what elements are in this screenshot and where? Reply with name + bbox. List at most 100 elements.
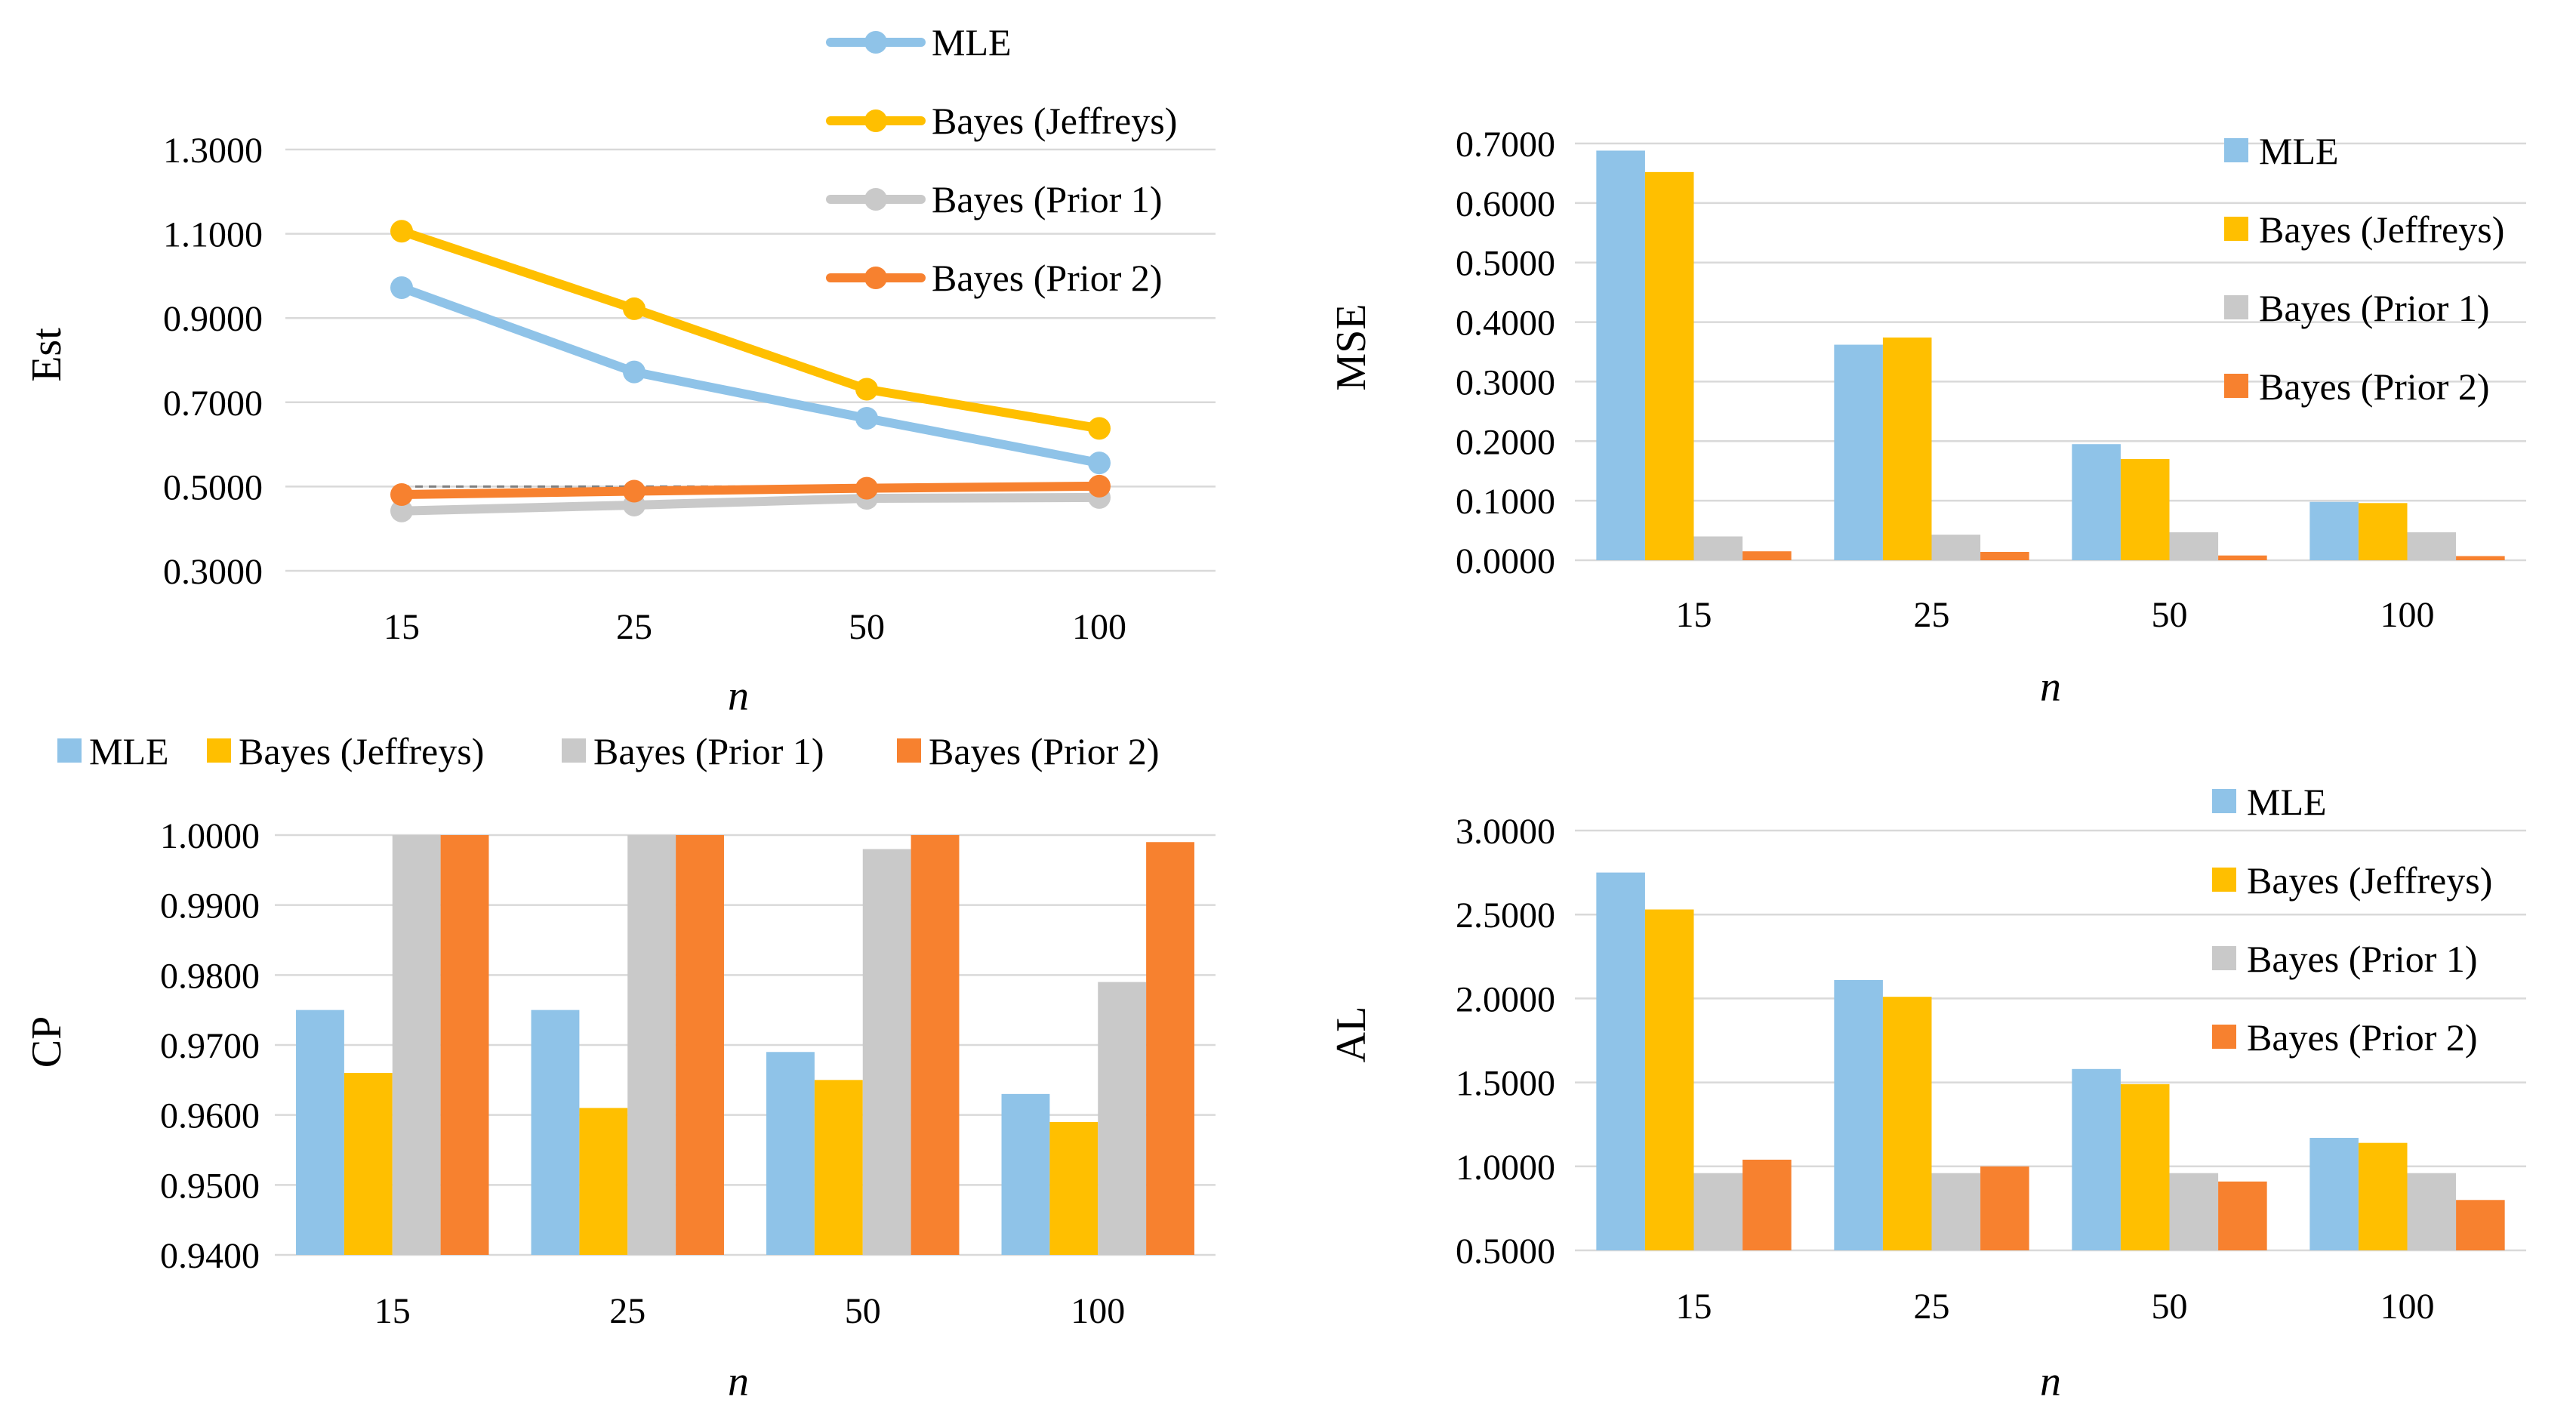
legend-swatch-prior1 xyxy=(2212,946,2236,970)
bar-prior1 xyxy=(2407,532,2457,560)
bar-prior1 xyxy=(2169,532,2219,560)
mse-y-tick-label: 0.2000 xyxy=(1456,422,1555,462)
cp-y-tick-label: 0.9800 xyxy=(160,956,260,996)
bar-prior2 xyxy=(1742,551,1792,560)
mse-gridlines xyxy=(1575,142,2526,562)
bar-prior1 xyxy=(1693,536,1743,560)
data-point-mle xyxy=(623,360,646,384)
legend-label-prior2: Bayes (Prior 2) xyxy=(2259,365,2490,408)
cp-x-tick-label: 50 xyxy=(845,1291,881,1331)
bar-mle xyxy=(531,1009,580,1255)
legend-label-mle: MLE xyxy=(932,21,1012,63)
bar-prior2 xyxy=(1980,1166,2029,1250)
mse-bars xyxy=(1596,150,2505,560)
legend-label-prior1: Bayes (Prior 1) xyxy=(2259,287,2490,329)
bar-jeffreys xyxy=(814,1080,863,1255)
legend-swatch-mle xyxy=(57,738,82,763)
est-y-axis-ticks: 0.3000 0.5000 0.7000 0.9000 1.1000 1.3000 xyxy=(163,131,263,592)
bar-jeffreys xyxy=(1049,1121,1098,1255)
mse-x-tick-label: 15 xyxy=(1676,595,1712,635)
bar-jeffreys xyxy=(1882,338,1932,560)
est-x-axis-title: n xyxy=(728,673,749,720)
al-x-axis-title: n xyxy=(2040,1358,2061,1405)
series-line-jeffreys xyxy=(397,227,1104,433)
bar-prior1 xyxy=(1098,982,1147,1255)
cp-bar-chart-panel: 0.9400 0.9500 0.9600 0.9700 0.9800 0.9900 1.00… xyxy=(23,730,1216,1405)
est-series-lines xyxy=(390,220,1111,522)
bar-mle xyxy=(2309,501,2359,560)
mse-y-tick-label: 0.7000 xyxy=(1456,125,1555,165)
bar-jeffreys xyxy=(2120,1083,2170,1250)
al-x-tick-label: 50 xyxy=(2152,1287,2188,1327)
mse-y-axis-title: MSE xyxy=(1328,304,1375,390)
legend-label-mle: MLE xyxy=(89,730,169,772)
bar-prior2 xyxy=(911,835,960,1255)
bar-jeffreys xyxy=(2358,503,2408,560)
mse-y-tick-label: 0.5000 xyxy=(1456,244,1555,284)
al-x-tick-label: 100 xyxy=(2380,1287,2435,1327)
cp-bars xyxy=(296,835,1194,1255)
cp-y-tick-label: 0.9400 xyxy=(160,1236,260,1276)
bar-mle xyxy=(296,1009,344,1255)
est-gridlines xyxy=(285,148,1216,572)
data-point-jeffreys xyxy=(855,378,878,401)
legend-label-mle: MLE xyxy=(2247,781,2327,823)
est-y-tick-label: 0.5000 xyxy=(163,467,263,507)
bar-prior1 xyxy=(392,835,441,1255)
bar-prior1 xyxy=(2407,1173,2457,1250)
bar-prior1 xyxy=(1931,1173,1981,1250)
al-x-axis-ticks: 15 25 50 100 xyxy=(1676,1287,2435,1327)
bar-mle xyxy=(1596,872,1645,1250)
legend-label-prior2: Bayes (Prior 2) xyxy=(932,257,1163,299)
data-point-prior2 xyxy=(855,476,878,500)
legend-label-jeffreys: Bayes (Jeffreys) xyxy=(2247,859,2492,902)
series-line-prior2 xyxy=(397,481,1104,500)
cp-y-tick-label: 0.9700 xyxy=(160,1026,260,1066)
al-y-tick-label: 2.0000 xyxy=(1456,979,1555,1019)
al-y-tick-label: 0.5000 xyxy=(1456,1231,1555,1272)
est-x-tick-label: 50 xyxy=(849,607,885,647)
mse-x-tick-label: 100 xyxy=(2380,595,2435,635)
legend-marker-prior2 xyxy=(864,267,887,289)
legend-swatch-prior2 xyxy=(2212,1025,2236,1049)
al-legend: MLE Bayes (Jeffreys) Bayes (Prior 1) Bayes … xyxy=(2212,781,2492,1059)
bar-prior2 xyxy=(1146,842,1194,1255)
legend-swatch-prior1 xyxy=(562,738,586,763)
legend-marker-jeffreys xyxy=(864,109,887,132)
bar-prior2 xyxy=(1980,551,2029,560)
est-y-tick-label: 1.3000 xyxy=(163,131,263,171)
al-y-axis-ticks: 0.5000 1.0000 1.5000 2.0000 2.5000 3.0000 xyxy=(1456,812,1555,1272)
bar-prior2 xyxy=(2456,556,2505,560)
bar-prior1 xyxy=(627,835,676,1255)
mse-y-axis-ticks: 0.0000 0.1000 0.2000 0.3000 0.4000 0.5000 0.60… xyxy=(1456,125,1555,581)
est-line-chart-panel: 0.3000 0.5000 0.7000 0.9000 1.1000 1.3000 15 2… xyxy=(23,21,1216,720)
bar-prior2 xyxy=(1742,1159,1792,1250)
bar-prior1 xyxy=(1693,1173,1743,1250)
al-y-tick-label: 1.0000 xyxy=(1456,1148,1555,1188)
series-line-mle xyxy=(397,283,1104,468)
mse-x-axis-ticks: 15 25 50 100 xyxy=(1676,595,2435,635)
al-x-tick-label: 25 xyxy=(1914,1287,1950,1327)
legend-swatch-prior2 xyxy=(2224,374,2248,398)
data-point-prior2 xyxy=(1088,474,1111,498)
legend-label-mle: MLE xyxy=(2259,130,2339,172)
legend-marker-mle xyxy=(864,31,887,54)
al-y-tick-label: 2.5000 xyxy=(1456,895,1555,936)
al-y-tick-label: 3.0000 xyxy=(1456,812,1555,852)
data-point-prior1 xyxy=(390,499,413,522)
est-x-axis-ticks: 15 25 50 100 xyxy=(384,607,1126,647)
cp-x-tick-label: 100 xyxy=(1071,1291,1125,1331)
cp-y-tick-label: 1.0000 xyxy=(160,816,260,856)
cp-x-tick-label: 15 xyxy=(374,1291,411,1331)
al-bars xyxy=(1596,872,2505,1250)
bar-prior2 xyxy=(2218,1181,2267,1250)
legend-swatch-mle xyxy=(2224,138,2248,162)
est-x-tick-label: 15 xyxy=(384,607,420,647)
est-legend: MLE Bayes (Jeffreys) Bayes (Prior 1) Bayes … xyxy=(826,21,1177,299)
mse-y-tick-label: 0.4000 xyxy=(1456,304,1555,344)
mse-x-tick-label: 50 xyxy=(2152,595,2188,635)
bar-mle xyxy=(766,1052,815,1255)
bar-jeffreys xyxy=(2358,1142,2408,1250)
al-y-axis-title: AL xyxy=(1328,1006,1375,1063)
legend-label-jeffreys: Bayes (Jeffreys) xyxy=(932,100,1177,142)
